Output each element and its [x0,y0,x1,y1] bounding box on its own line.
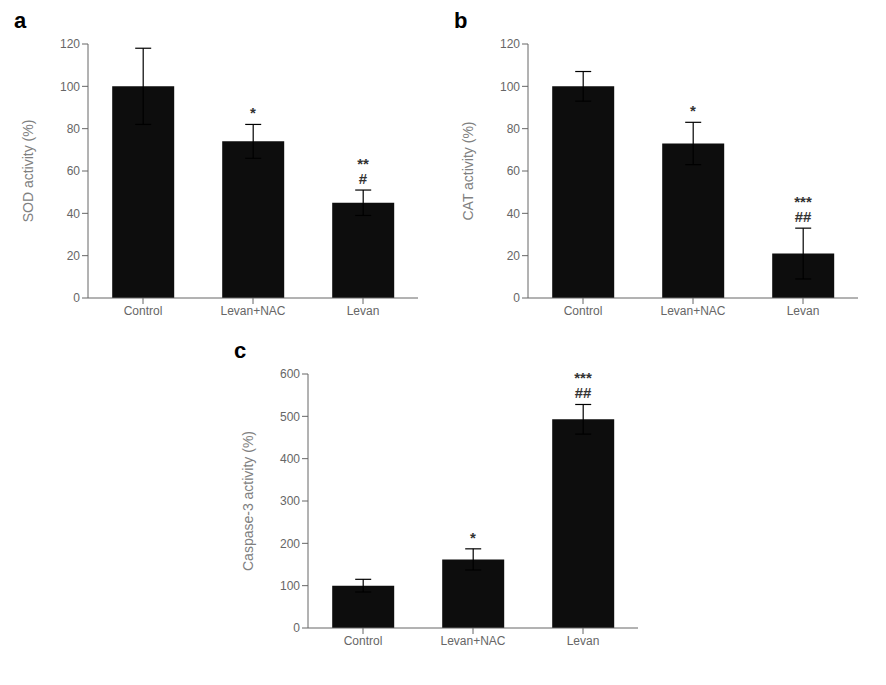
svg-text:*: * [690,102,696,119]
svg-text:Levan: Levan [787,304,820,318]
svg-text:100: 100 [500,80,520,94]
svg-text:100: 100 [280,579,300,593]
svg-text:Control: Control [564,304,603,318]
svg-text:Levan+NAC: Levan+NAC [440,634,505,648]
svg-text:*: * [250,104,256,121]
svg-text:0: 0 [293,621,300,635]
svg-text:400: 400 [280,452,300,466]
svg-text:120: 120 [60,37,80,51]
html-text:b: b [454,8,468,33]
svg-text:100: 100 [60,80,80,94]
svg-text:Levan+NAC: Levan+NAC [220,304,285,318]
svg-text:300: 300 [280,494,300,508]
svg-text:80: 80 [507,122,521,136]
svg-text:Levan+NAC: Levan+NAC [660,304,725,318]
svg-text:200: 200 [280,537,300,551]
svg-text:0: 0 [513,291,520,305]
svg-text:*: * [470,529,476,546]
svg-text:60: 60 [507,164,521,178]
svg-text:120: 120 [500,37,520,51]
svg-text:***##: ***## [574,369,592,401]
svg-text:Levan: Levan [347,304,380,318]
html-text:c: c [234,338,247,363]
svg-text:0: 0 [73,291,80,305]
svg-text:500: 500 [280,410,300,424]
svg-text:Control: Control [344,634,383,648]
svg-text:Levan: Levan [567,634,600,648]
svg-text:CAT activity (%): CAT activity (%) [460,121,476,220]
svg-text:80: 80 [67,122,81,136]
svg-text:40: 40 [507,207,521,221]
svg-text:Control: Control [124,304,163,318]
svg-text:SOD activity (%): SOD activity (%) [20,120,36,223]
svg-text:20: 20 [67,249,81,263]
svg-text:60: 60 [67,164,81,178]
svg-text:***##: ***## [794,193,812,225]
svg-text:20: 20 [507,249,521,263]
svg-text:40: 40 [67,207,81,221]
svg-text:600: 600 [280,367,300,381]
svg-text:Caspase-3 activity (%): Caspase-3 activity (%) [240,431,256,571]
svg-text:**#: **# [357,155,369,187]
html-text:a: a [14,8,27,33]
